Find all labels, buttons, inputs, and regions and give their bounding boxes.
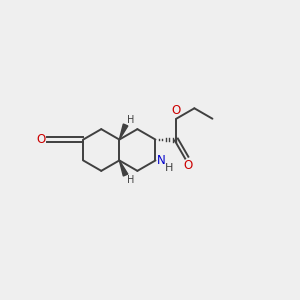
Text: O: O [183, 159, 192, 172]
Polygon shape [119, 160, 128, 176]
Text: H: H [165, 163, 173, 173]
Text: H: H [127, 175, 134, 185]
Text: N: N [157, 154, 166, 167]
Text: H: H [127, 115, 134, 125]
Polygon shape [119, 124, 128, 140]
Text: O: O [172, 104, 181, 118]
Text: O: O [36, 133, 46, 146]
